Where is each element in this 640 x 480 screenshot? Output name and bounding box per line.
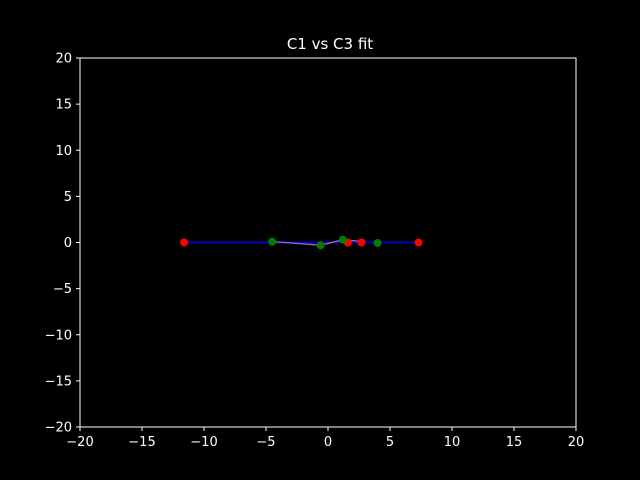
- y-tick-label: −5: [53, 282, 72, 297]
- y-tick-label: 15: [55, 98, 72, 113]
- x-tick-label: 20: [568, 435, 585, 450]
- y-tick-label: 5: [64, 190, 72, 205]
- x-axis: −20 −15 −10 −5 0 5 10 15 20: [66, 427, 584, 450]
- data-point: [357, 238, 366, 247]
- x-tick-label: −10: [190, 435, 217, 450]
- x-tick-label: 15: [506, 435, 523, 450]
- x-tick-label: −5: [256, 435, 275, 450]
- series-line-1: [272, 239, 363, 246]
- data-point: [373, 238, 382, 247]
- x-tick-label: −15: [128, 435, 155, 450]
- y-tick-label: 10: [55, 144, 72, 159]
- data-point: [180, 238, 189, 247]
- y-tick-label: 20: [55, 52, 72, 67]
- data-point: [338, 235, 347, 244]
- data-point: [414, 238, 423, 247]
- y-tick-label: 0: [64, 236, 72, 251]
- chart-title: C1 vs C3 fit: [287, 35, 373, 53]
- y-tick-label: −15: [45, 374, 72, 389]
- data-point: [316, 241, 325, 250]
- y-axis: −20 −15 −10 −5 0 5 10 15 20: [45, 52, 80, 436]
- y-tick-label: −10: [45, 328, 72, 343]
- plot-area: [180, 235, 423, 250]
- data-point: [268, 237, 277, 246]
- y-tick-label: −20: [45, 421, 72, 436]
- x-tick-label: 5: [386, 435, 394, 450]
- x-tick-label: 0: [324, 435, 332, 450]
- x-tick-label: 10: [444, 435, 461, 450]
- x-tick-label: −20: [66, 435, 93, 450]
